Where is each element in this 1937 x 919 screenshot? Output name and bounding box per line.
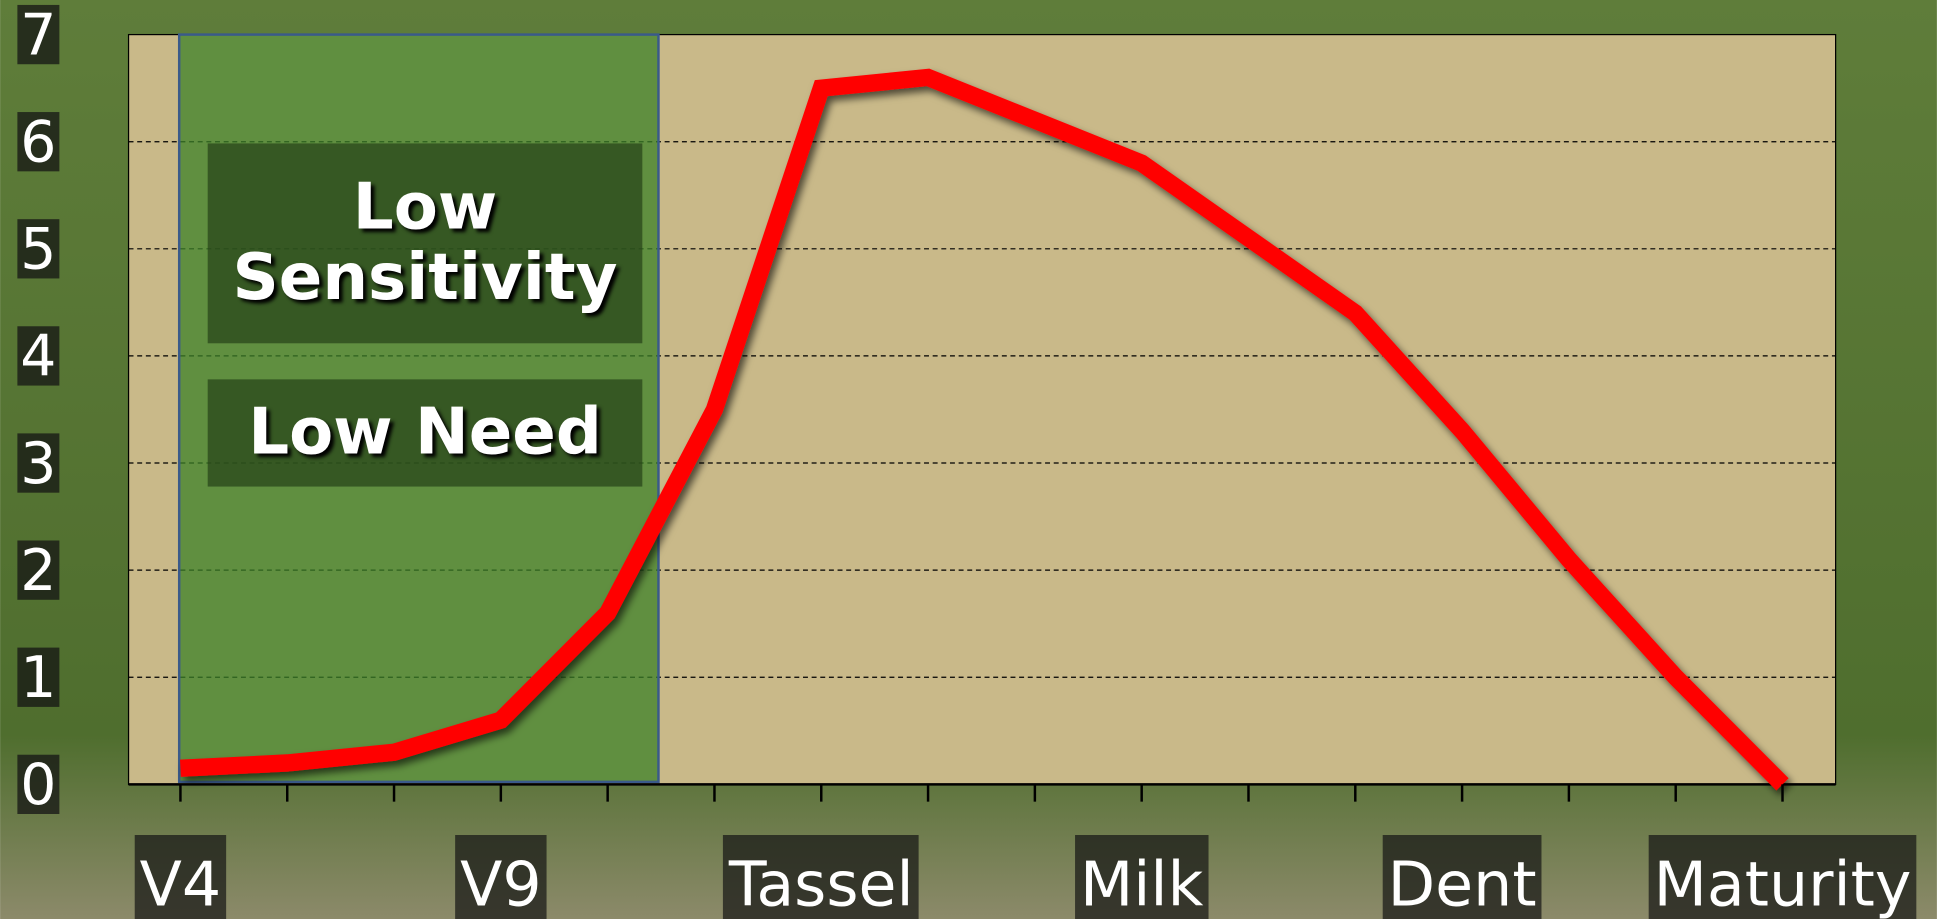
- y-tick-label: 3: [20, 431, 56, 497]
- annotation: Low Sensitivity: [208, 143, 643, 343]
- chart: Low Sensitivity Low Need 0 1 2 3 4 5 6 7 V4 V9 Tas…: [0, 0, 1937, 919]
- y-tick-label: 2: [20, 538, 56, 604]
- y-tick-label: 6: [20, 109, 56, 175]
- x-tick-label: Milk: [1080, 848, 1204, 919]
- x-tick-label: Maturity: [1654, 848, 1912, 919]
- x-tick-label: V4: [140, 848, 222, 919]
- annotation-text: Low Sensitivity: [208, 143, 643, 343]
- x-tick-label: Tassel: [728, 848, 914, 919]
- y-tick-label: 4: [20, 324, 56, 390]
- x-tick-label: V9: [460, 848, 542, 919]
- annotation-text: Low Need: [208, 379, 643, 486]
- y-tick-label: 7: [20, 2, 56, 68]
- y-tick-label: 0: [20, 752, 56, 818]
- x-tick-label: Dent: [1388, 848, 1537, 919]
- y-tick-label: 5: [20, 217, 56, 283]
- annotation: Low Need: [208, 379, 643, 486]
- y-tick-label: 1: [20, 645, 56, 711]
